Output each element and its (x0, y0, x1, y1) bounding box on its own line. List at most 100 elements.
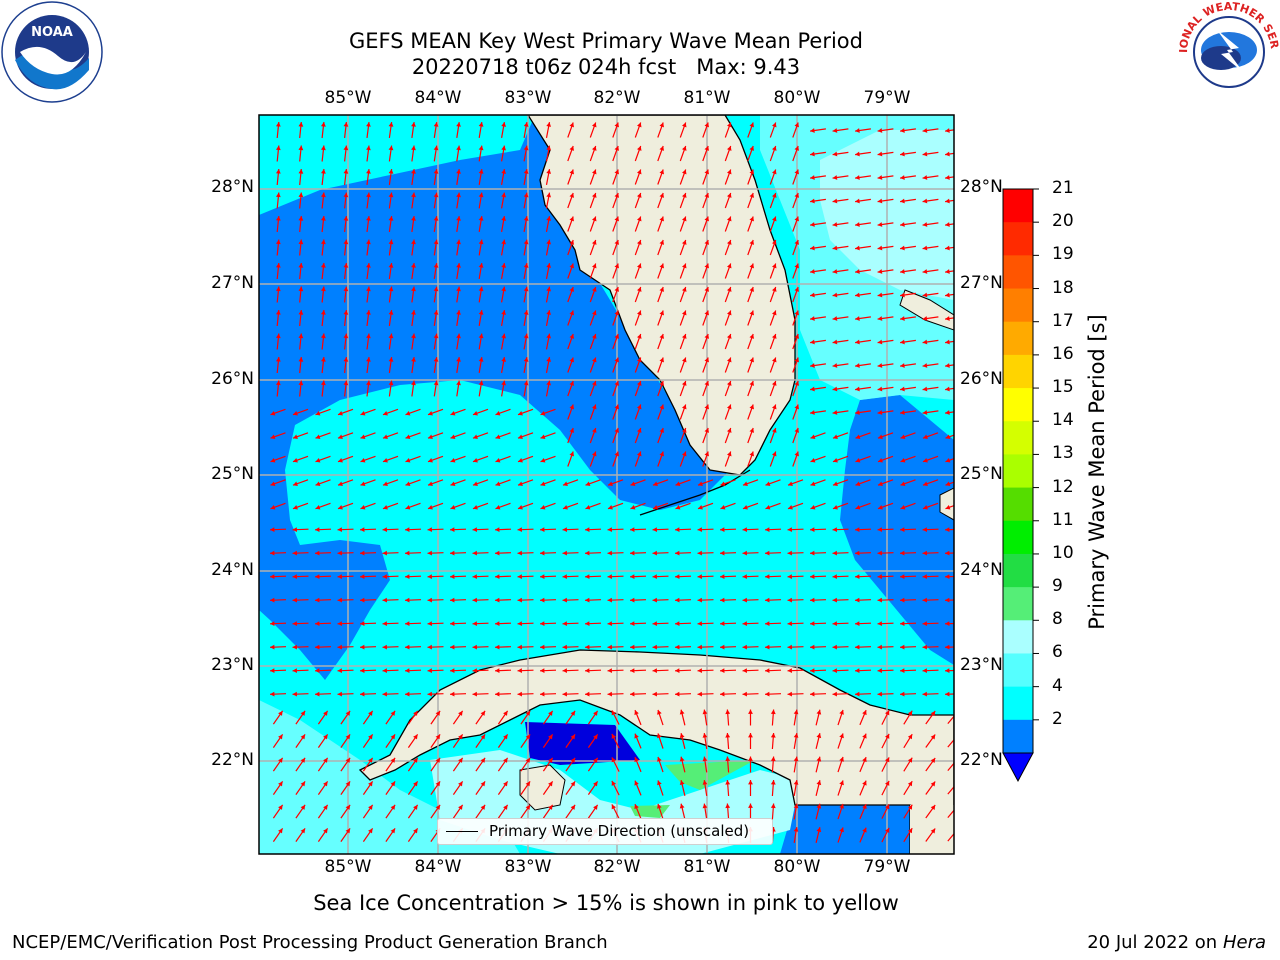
wave-arrow-head (473, 505, 478, 510)
wave-arrow-head (427, 668, 432, 673)
wave-arrow-head (727, 357, 732, 363)
wave-arrow-head (478, 145, 484, 151)
wave-arrow-head (450, 644, 455, 650)
wave-arrow-head (585, 481, 591, 486)
wave-arrow-head (727, 287, 732, 292)
lon-label-bottom: 80°W (773, 857, 821, 877)
lat-label-left: 24°N (211, 560, 254, 580)
colorbar-segment (1003, 222, 1033, 256)
wave-arrow-head (435, 734, 441, 740)
wave-arrow-head (501, 380, 506, 386)
wave-arrow-head (727, 122, 732, 128)
wave-arrow-head (682, 240, 687, 245)
wave-arrow-head (697, 527, 702, 532)
wave-arrow-head (900, 527, 905, 532)
wave-arrow-head (298, 286, 304, 292)
wave-arrow-head (659, 310, 664, 316)
wave-arrow-head (742, 644, 747, 650)
wave-arrow-head (428, 481, 433, 486)
wave-arrow-head (877, 410, 883, 415)
wave-arrow-head (585, 668, 590, 673)
wave-arrow-head (592, 334, 597, 339)
wave-arrow-head (517, 550, 522, 556)
wave-arrow-head (794, 146, 799, 151)
wave-arrow-head (770, 709, 776, 715)
wave-arrow-head (922, 222, 928, 227)
wave-arrow-head (501, 286, 506, 292)
wave-arrow-head (585, 574, 590, 579)
wave-arrow-head (270, 527, 275, 532)
wave-arrow-head (383, 458, 388, 463)
wave-arrow-head (366, 192, 371, 198)
wave-arrow-head (900, 292, 905, 298)
wave-arrow-head (765, 668, 770, 673)
lon-label-top: 83°W (504, 88, 552, 108)
wave-arrow-head (411, 192, 416, 198)
colorbar-frame (1002, 188, 1034, 754)
wave-arrow-head (833, 458, 838, 463)
wave-arrow-head (855, 644, 860, 650)
wave-arrow-head (862, 827, 867, 833)
map-legend: Primary Wave Direction (unscaled) (437, 818, 773, 845)
wave-arrow-head (338, 458, 343, 463)
wave-arrow-head (832, 339, 838, 345)
wave-arrow-head (321, 263, 326, 268)
wave-arrow-head (877, 691, 882, 697)
wave-arrow-head (630, 644, 635, 650)
wave-arrow-head (682, 146, 687, 151)
wave-arrow-head (270, 668, 275, 673)
wave-arrow-head (518, 411, 523, 416)
wave-arrow-head (885, 827, 890, 833)
wave-arrow-head (652, 597, 657, 603)
wave-arrow-head (276, 310, 281, 315)
wave-arrow-head (405, 644, 410, 650)
wave-arrow-head (495, 574, 500, 579)
wave-arrow (947, 762, 954, 771)
wave-arrow-head (360, 574, 365, 579)
wave-arrow-head (614, 216, 619, 222)
wave-arrow-head (276, 263, 281, 268)
footer-host: Hera (1222, 932, 1266, 953)
wave-arrow-head (343, 192, 349, 198)
wave-arrow-head (458, 781, 463, 787)
wave-arrow-head (540, 621, 545, 626)
wave-arrow-head (945, 245, 950, 251)
wave-arrow-head (794, 240, 799, 245)
wave-arrow-head (300, 757, 306, 763)
land-bahamas (899, 289, 954, 331)
wave-arrow-head (337, 597, 342, 603)
wave-arrow-head (382, 691, 387, 697)
wave-arrow-head (608, 481, 613, 486)
wave-arrow-head (428, 411, 433, 416)
wave-arrow-head (388, 216, 394, 221)
wave-arrow-head (885, 733, 890, 739)
wave-arrow-head (276, 239, 281, 245)
wave-arrow-head (585, 527, 590, 532)
wave-arrow-head (478, 192, 484, 198)
wave-arrow-head (682, 310, 687, 316)
wave-arrow-head (772, 216, 777, 222)
wave-arrow-head (433, 310, 439, 315)
wave-arrow-head (878, 505, 883, 510)
wave-arrow-head (343, 310, 349, 315)
wave-arrow-head (611, 733, 616, 739)
wave-arrow-head (832, 410, 838, 415)
wave-arrow-head (885, 710, 890, 716)
wave-arrow-head (922, 527, 927, 532)
lon-label-top: 80°W (773, 88, 821, 108)
wave-arrow-head (450, 458, 456, 463)
wave-arrow-head (614, 428, 619, 433)
wave-arrow-head (720, 668, 725, 673)
footer-date-text: 20 Jul 2022 on (1087, 932, 1218, 953)
wave-arrow-head (411, 216, 416, 221)
wave-arrow-head (433, 216, 439, 221)
lat-label-left: 23°N (211, 655, 254, 675)
wave-arrow-head (433, 169, 439, 174)
wave-arrow-head (675, 621, 680, 626)
wave-arrow-head (855, 505, 861, 510)
wave-arrow-head (749, 169, 754, 175)
wave-arrow-head (787, 574, 792, 579)
colorbar-tick-label: 16 (1052, 343, 1074, 364)
wave-arrow-head (523, 263, 529, 268)
wave-arrow-head (749, 357, 754, 363)
